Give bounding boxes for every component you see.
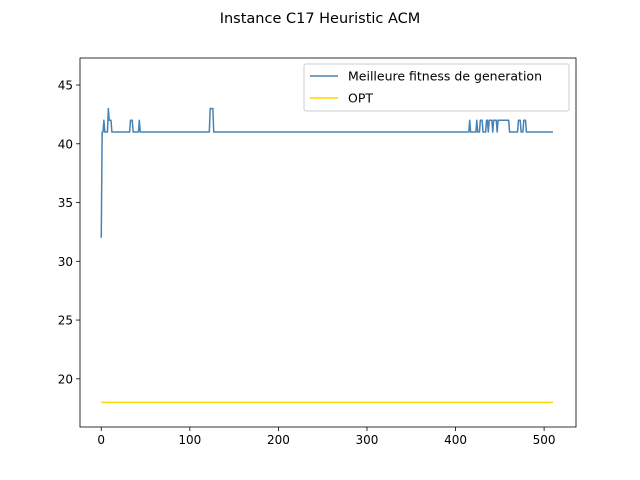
- y-tick-label: 25: [58, 314, 73, 328]
- y-tick-label: 20: [58, 372, 73, 386]
- x-tick-label: 400: [444, 433, 467, 447]
- y-tick-label: 35: [58, 196, 73, 210]
- legend-label-1: Meilleure fitness de generation: [348, 69, 542, 84]
- legend-label-2: OPT: [348, 91, 373, 106]
- series-line-1: [100, 107, 553, 238]
- x-tick-label: 300: [356, 433, 379, 447]
- x-tick-label: 200: [267, 433, 290, 447]
- legend: Meilleure fitness de generation OPT: [303, 63, 570, 112]
- plot-area: [100, 107, 553, 404]
- x-tick-label: 0: [97, 433, 105, 447]
- chart-title: Instance C17 Heuristic ACM: [220, 11, 421, 27]
- y-tick-label: 45: [58, 79, 73, 93]
- y-tick-label: 30: [58, 255, 73, 269]
- legend-box: [303, 63, 570, 112]
- x-tick-label: 500: [533, 433, 556, 447]
- y-tick-label: 40: [58, 137, 73, 151]
- x-tick-label: 100: [178, 433, 201, 447]
- axes-frame: [79, 57, 577, 428]
- axes: 0 100 200 300 400 500 20 25 30 35 40 45: [58, 57, 577, 447]
